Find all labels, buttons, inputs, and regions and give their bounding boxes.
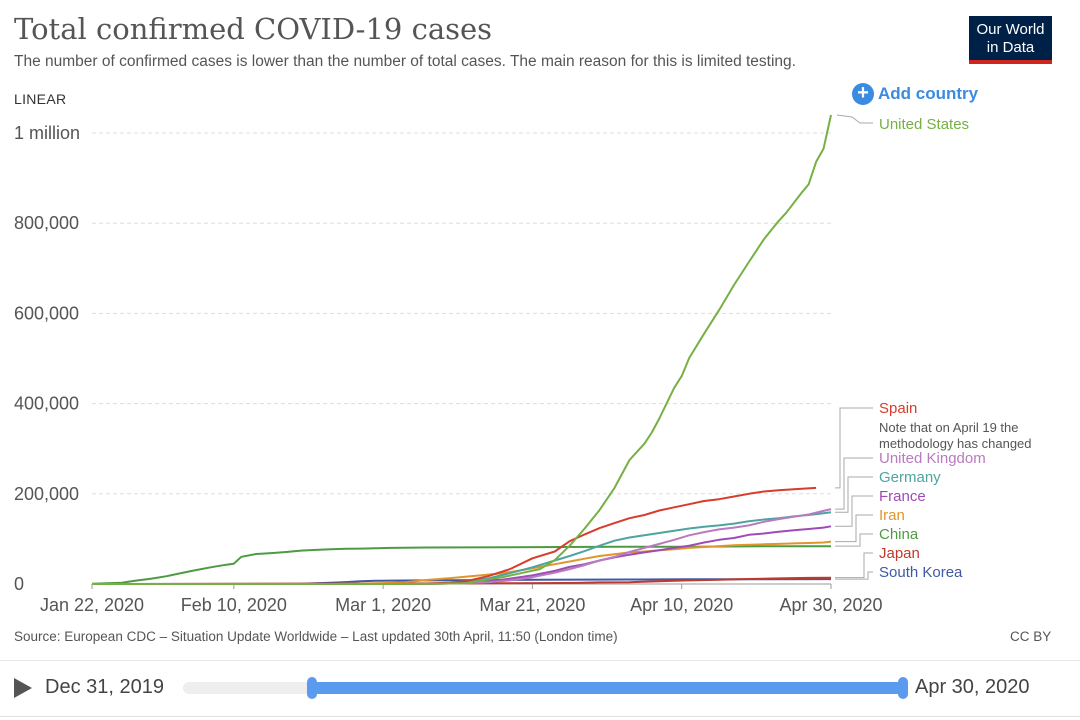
add-country-label: Add country — [878, 84, 979, 103]
legend-label[interactable]: Germany — [879, 469, 941, 486]
series-lines — [91, 114, 832, 585]
series-line[interactable] — [92, 540, 832, 585]
annotation-text: Note that on April 19 the — [879, 420, 1018, 435]
series-line[interactable] — [92, 114, 832, 585]
x-tick-label: Apr 30, 2020 — [779, 595, 882, 615]
y-axis-labels: 0 200,000 400,000 600,000 800,000 1 million — [14, 123, 80, 594]
legend-connector — [835, 407, 873, 489]
x-tick-label: Mar 1, 2020 — [335, 595, 431, 615]
series-line[interactable] — [92, 486, 817, 585]
timeline-start-date: Dec 31, 2019 — [45, 676, 164, 698]
x-tick-label: Jan 22, 2020 — [40, 595, 144, 615]
legend: United States Spain United Kingdom Germany F… — [835, 114, 1032, 581]
legend-connector — [835, 457, 873, 510]
legend-connector — [835, 476, 873, 513]
bottom-border — [0, 716, 1080, 717]
grid-lines — [92, 132, 831, 495]
license-link[interactable]: CC BY — [1010, 629, 1052, 644]
y-tick-label: 600,000 — [14, 303, 79, 323]
add-country-button[interactable]: + Add country — [852, 83, 978, 105]
plus-circle-icon: + — [852, 83, 874, 105]
x-tick-label: Apr 10, 2020 — [630, 595, 733, 615]
legend-label[interactable]: South Korea — [879, 564, 963, 581]
scale-toggle[interactable]: LINEAR — [14, 91, 67, 107]
legend-label[interactable]: Japan — [879, 545, 920, 562]
x-tick-label: Mar 21, 2020 — [479, 595, 585, 615]
legend-label[interactable]: United States — [879, 116, 969, 133]
y-tick-label: 400,000 — [14, 394, 79, 414]
legend-connector — [835, 571, 873, 580]
timeline-selected-range[interactable] — [313, 682, 905, 694]
x-tick-label: Feb 10, 2020 — [181, 595, 287, 615]
timeline-end-handle[interactable] — [898, 677, 908, 699]
footer-divider — [0, 660, 1080, 661]
legend-label[interactable]: Spain — [879, 400, 917, 417]
series-line[interactable] — [92, 508, 832, 585]
x-axis: Jan 22, 2020 Feb 10, 2020 Mar 1, 2020 Mar 2… — [40, 583, 883, 615]
series-line[interactable] — [92, 511, 832, 585]
y-tick-label: 0 — [14, 574, 24, 594]
y-tick-label: 200,000 — [14, 484, 79, 504]
series-line[interactable] — [92, 525, 832, 585]
timeline-start-handle[interactable] — [307, 677, 317, 699]
legend-connector — [835, 552, 873, 579]
logo-line-2: in Data — [986, 39, 1035, 56]
legend-label[interactable]: United Kingdom — [879, 450, 986, 467]
legend-connector — [836, 114, 873, 124]
legend-connector — [835, 533, 873, 547]
legend-connector — [835, 495, 873, 527]
timeline-end-date: Apr 30, 2020 — [915, 676, 1030, 698]
source-note: Source: European CDC – Situation Update … — [14, 629, 618, 644]
chart-subtitle: The number of confirmed cases is lower t… — [14, 53, 796, 70]
legend-connector — [835, 514, 873, 543]
chart-title: Total confirmed COVID-19 cases — [14, 12, 493, 46]
y-tick-label: 1 million — [14, 123, 80, 143]
series-line[interactable] — [91, 576, 832, 585]
owid-logo[interactable]: Our World in Data — [969, 16, 1052, 64]
logo-line-1: Our World — [976, 21, 1045, 38]
legend-label[interactable]: France — [879, 488, 926, 505]
annotation-text: methodology has changed — [879, 436, 1032, 451]
line-chart: 0 200,000 400,000 600,000 800,000 1 million J… — [14, 114, 1032, 615]
legend-label[interactable]: Iran — [879, 507, 905, 524]
y-tick-label: 800,000 — [14, 213, 79, 233]
legend-label[interactable]: China — [879, 526, 919, 543]
series-line[interactable] — [91, 545, 832, 585]
play-icon[interactable] — [14, 678, 32, 698]
